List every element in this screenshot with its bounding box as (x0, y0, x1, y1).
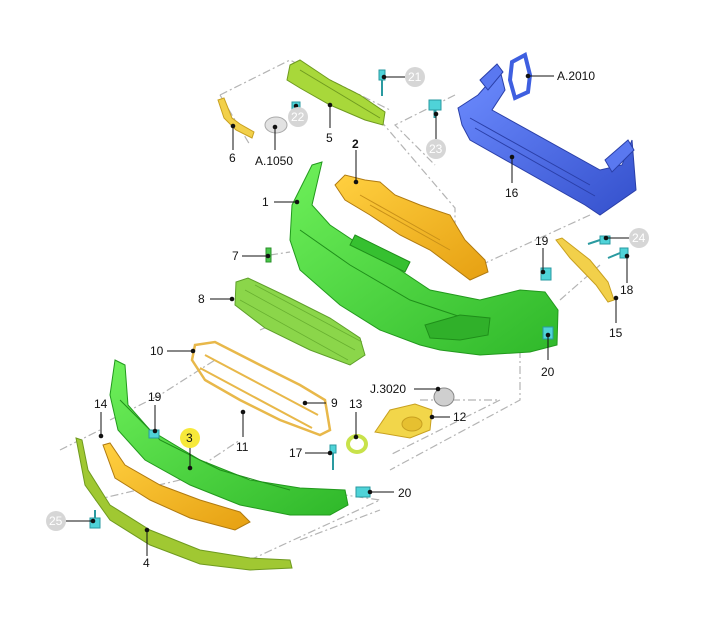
bumper-cover-part (289, 161, 559, 356)
callout-6: 6 (229, 151, 236, 165)
grille-trim-frame-part (190, 340, 332, 437)
callout-labels: 1 2 3 4 5 6 7 8 9 10 11 12 13 14 15 16 1… (49, 69, 646, 570)
fastener-21-icon (378, 69, 386, 96)
fastener-17-icon (329, 444, 337, 470)
grey-callout-circles (46, 67, 649, 531)
callout-18: 18 (620, 283, 634, 297)
impact-beam-part (457, 63, 637, 216)
callout-23: 23 (429, 142, 443, 156)
callout-7: 7 (232, 249, 239, 263)
callout-2: 2 (352, 137, 359, 151)
right-bracket-part (555, 237, 615, 303)
callout-20-upper: 20 (541, 365, 555, 379)
callout-5: 5 (326, 131, 333, 145)
callout-1: 1 (262, 195, 269, 209)
callout-3: 3 (186, 431, 193, 445)
side-bracket-part (217, 97, 255, 139)
callout-22: 22 (291, 110, 305, 124)
callout-15: 15 (609, 326, 623, 340)
callout-a2010: A.2010 (557, 69, 595, 83)
fog-lamp-j3020 (433, 387, 455, 407)
lower-grille-part (234, 277, 366, 366)
callout-25: 25 (49, 514, 63, 528)
fastener-18-icon (607, 247, 629, 259)
callout-j3020: J.3020 (370, 382, 406, 396)
fastener-19-upper-icon (540, 267, 552, 281)
callout-24: 24 (632, 231, 646, 245)
callout-19-lower: 19 (148, 390, 162, 404)
callout-9: 9 (331, 396, 338, 410)
callout-a1050: A.1050 (255, 154, 293, 168)
lower-lip-part (75, 437, 293, 571)
callout-12: 12 (453, 410, 467, 424)
callout-14: 14 (94, 397, 108, 411)
fastener-25-icon (89, 510, 101, 529)
bracket-a2010 (507, 52, 533, 101)
callout-13: 13 (349, 397, 363, 411)
upper-support-part (286, 59, 386, 126)
leader-lines (66, 73, 630, 556)
callout-4: 4 (143, 556, 150, 570)
callout-21: 21 (408, 70, 422, 84)
fog-bezel-part (374, 403, 433, 439)
callout-20-lower: 20 (398, 486, 412, 500)
callout-17: 17 (289, 446, 303, 460)
callout-8: 8 (198, 292, 205, 306)
lip-insert-part (102, 442, 251, 531)
callout-16: 16 (505, 186, 519, 200)
energy-absorber-part (334, 174, 489, 281)
callout-19-upper: 19 (535, 234, 549, 248)
callout-11: 11 (236, 440, 249, 454)
callout-10: 10 (150, 344, 164, 358)
